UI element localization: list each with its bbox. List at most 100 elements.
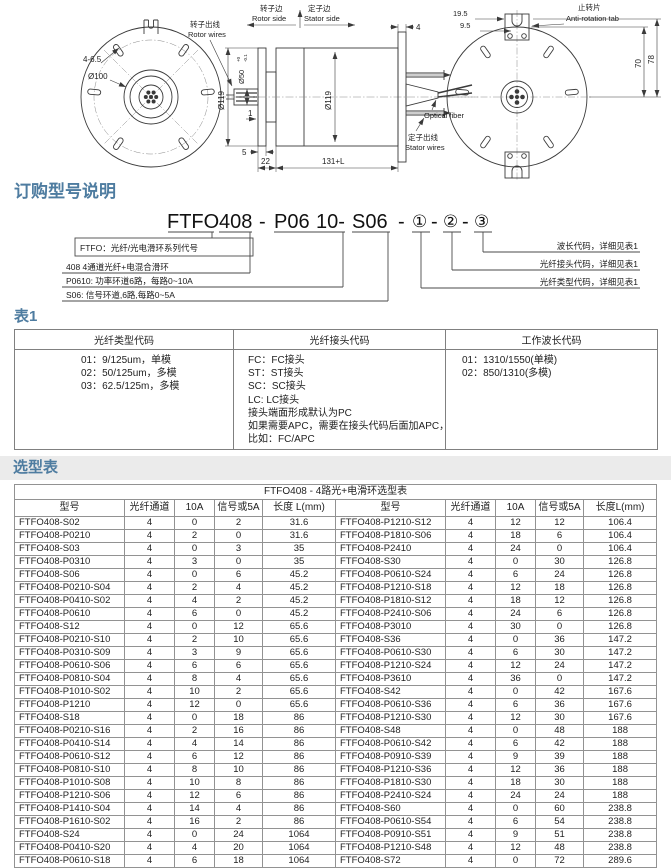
model-cell: FTFO408-P0610-S12 (14, 750, 125, 765)
selection-table-title: FTFO408 - 4路光+电滑环选型表 (13, 484, 658, 501)
code-label-power: P0610: 功率环道6路，每路0~10A (66, 276, 193, 286)
value-cell: 4 (445, 685, 496, 700)
model-cell: FTFO408-S06 (14, 568, 125, 583)
model-cell: FTFO408-S36 (335, 633, 446, 648)
value-cell: 8 (174, 672, 215, 687)
value-cell: 4 (445, 581, 496, 596)
value-cell: 18 (495, 529, 536, 544)
front-top-notch (143, 19, 159, 34)
model-cell: FTFO408-P0210-S10 (14, 633, 125, 648)
value-cell: 4 (124, 698, 175, 713)
table-row: FTFO408-P0610-S12 4 6 12 86 FTFO408-P0910-S39… (14, 750, 658, 765)
connector-cell: FC：FC接头 ST：ST接头 SC：SC接头 LC: LC接头 接头端面形成默认为PC… (233, 348, 449, 451)
column-header: 长度L(mm) (582, 499, 658, 518)
model-cell: FTFO408-P1610-S02 (14, 815, 125, 830)
value-cell: 2 (214, 594, 263, 609)
value-cell: 0 (174, 711, 215, 726)
model-cell: FTFO408-P3610 (335, 672, 446, 687)
value-cell: 42 (535, 737, 584, 752)
wavelength-cell: 01：1310/1550(单模) 02：850/1310(多模) (445, 348, 658, 451)
value-cell: 65.6 (262, 698, 336, 713)
value-cell: 12 (535, 594, 584, 609)
stator-wires-label-en: Stator wires (405, 143, 445, 152)
rotor-wires-label-en: Rotor wires (188, 30, 226, 39)
value-cell: 188 (582, 750, 658, 765)
value-cell: 9 (214, 646, 263, 661)
model-cell: FTFO408-P1810-S12 (335, 594, 446, 609)
value-cell: 14 (214, 737, 263, 752)
value-cell: 9 (495, 828, 536, 843)
model-cell: FTFO408-P0310 (14, 555, 125, 570)
value-cell: 31.6 (262, 516, 336, 531)
model-cell: FTFO408-S48 (335, 724, 446, 739)
value-cell: 4 (124, 685, 175, 700)
table-row: FTFO408-S18 4 0 18 86 FTFO408-P1210-S30 4 12 30 1… (14, 711, 658, 726)
table-row: FTFO408-P0410-S14 4 4 14 86 FTFO408-P0610-S42… (14, 737, 658, 752)
value-cell: 0 (214, 607, 263, 622)
value-cell: 24 (495, 789, 536, 804)
model-cell: FTFO408-P0410-S20 (14, 841, 125, 856)
model-cell: FTFO408-P0610-S42 (335, 737, 446, 752)
value-cell: 12 (495, 581, 536, 596)
model-cell: FTFO408-S02 (14, 516, 125, 531)
value-cell: 126.8 (582, 620, 658, 635)
model-cell: FTFO408-S60 (335, 802, 446, 817)
value-cell: 4 (124, 633, 175, 648)
value-cell: 86 (262, 776, 336, 791)
model-cell: FTFO408-S24 (14, 828, 125, 843)
value-cell: 6 (495, 737, 536, 752)
value-cell: 2 (214, 815, 263, 830)
model-cell: FTFO408-P3010 (335, 620, 446, 635)
rotor-side-label-en: Rotor side (252, 14, 286, 23)
value-cell: 147.2 (582, 633, 658, 648)
stator-side-label-cn: 定子边 (308, 3, 331, 13)
value-cell: 31.6 (262, 529, 336, 544)
value-cell: 60 (535, 802, 584, 817)
value-cell: 167.6 (582, 685, 658, 700)
value-cell: 36 (535, 763, 584, 778)
value-cell: 45.2 (262, 568, 336, 583)
table-row: FTFO408-P0610 4 6 0 45.2 FTFO408-P2410-S06 4 24… (14, 607, 658, 622)
value-cell: 4 (214, 802, 263, 817)
value-cell: 20 (214, 841, 263, 856)
value-cell: 86 (262, 763, 336, 778)
column-header: 信号或5A (214, 499, 263, 518)
model-cell: FTFO408-P1210-S06 (14, 789, 125, 804)
value-cell: 147.2 (582, 646, 658, 661)
value-cell: 167.6 (582, 711, 658, 726)
value-cell: 9 (495, 750, 536, 765)
side-view (209, 10, 478, 172)
value-cell: 6 (214, 568, 263, 583)
model-cell: FTFO408-P0310-S09 (14, 646, 125, 661)
svg-text:①: ① (412, 212, 427, 231)
model-cell: FTFO408-P2410 (335, 542, 446, 557)
value-cell: 4 (445, 776, 496, 791)
table-row: FTFO408-P1610-S02 4 16 2 86 FTFO408-P0610-S54… (14, 815, 658, 830)
value-cell: 10 (214, 763, 263, 778)
model-cell: FTFO408-P1010-S02 (14, 685, 125, 700)
column-header: 10A (174, 499, 215, 518)
text-line: 01：9/125um，单模 (81, 355, 172, 366)
value-cell: 8 (174, 763, 215, 778)
code-label-wavelength: 波长代码，详细见表1 (557, 241, 639, 251)
value-cell: 1064 (262, 828, 336, 843)
table-row: FTFO408-S02 4 0 2 31.6 FTFO408-P1210-S12 4 12 12… (14, 516, 658, 531)
value-cell: 4 (124, 607, 175, 622)
code-label-connector: 光纤接头代码，详细见表1 (540, 259, 639, 269)
value-cell: 4 (445, 633, 496, 648)
value-cell: 2 (214, 685, 263, 700)
value-cell: 0 (174, 568, 215, 583)
value-cell: 4 (124, 594, 175, 609)
text-line: SC：SC接头 (248, 381, 306, 393)
model-cell: FTFO408-P1810-S30 (335, 776, 446, 791)
value-cell: 4 (124, 672, 175, 687)
value-cell: 24 (535, 568, 584, 583)
value-cell: 188 (582, 776, 658, 791)
optical-fiber-label: Optical fiber (424, 111, 465, 120)
value-cell: 4 (445, 802, 496, 817)
value-cell: 2 (174, 633, 215, 648)
dim-d119-body: Ø119 (324, 90, 333, 110)
value-cell: 39 (535, 750, 584, 765)
rear-view (443, 10, 661, 180)
table-row: FTFO408-P1210 4 12 0 65.6 FTFO408-P0610-S36 4 6… (14, 698, 658, 713)
